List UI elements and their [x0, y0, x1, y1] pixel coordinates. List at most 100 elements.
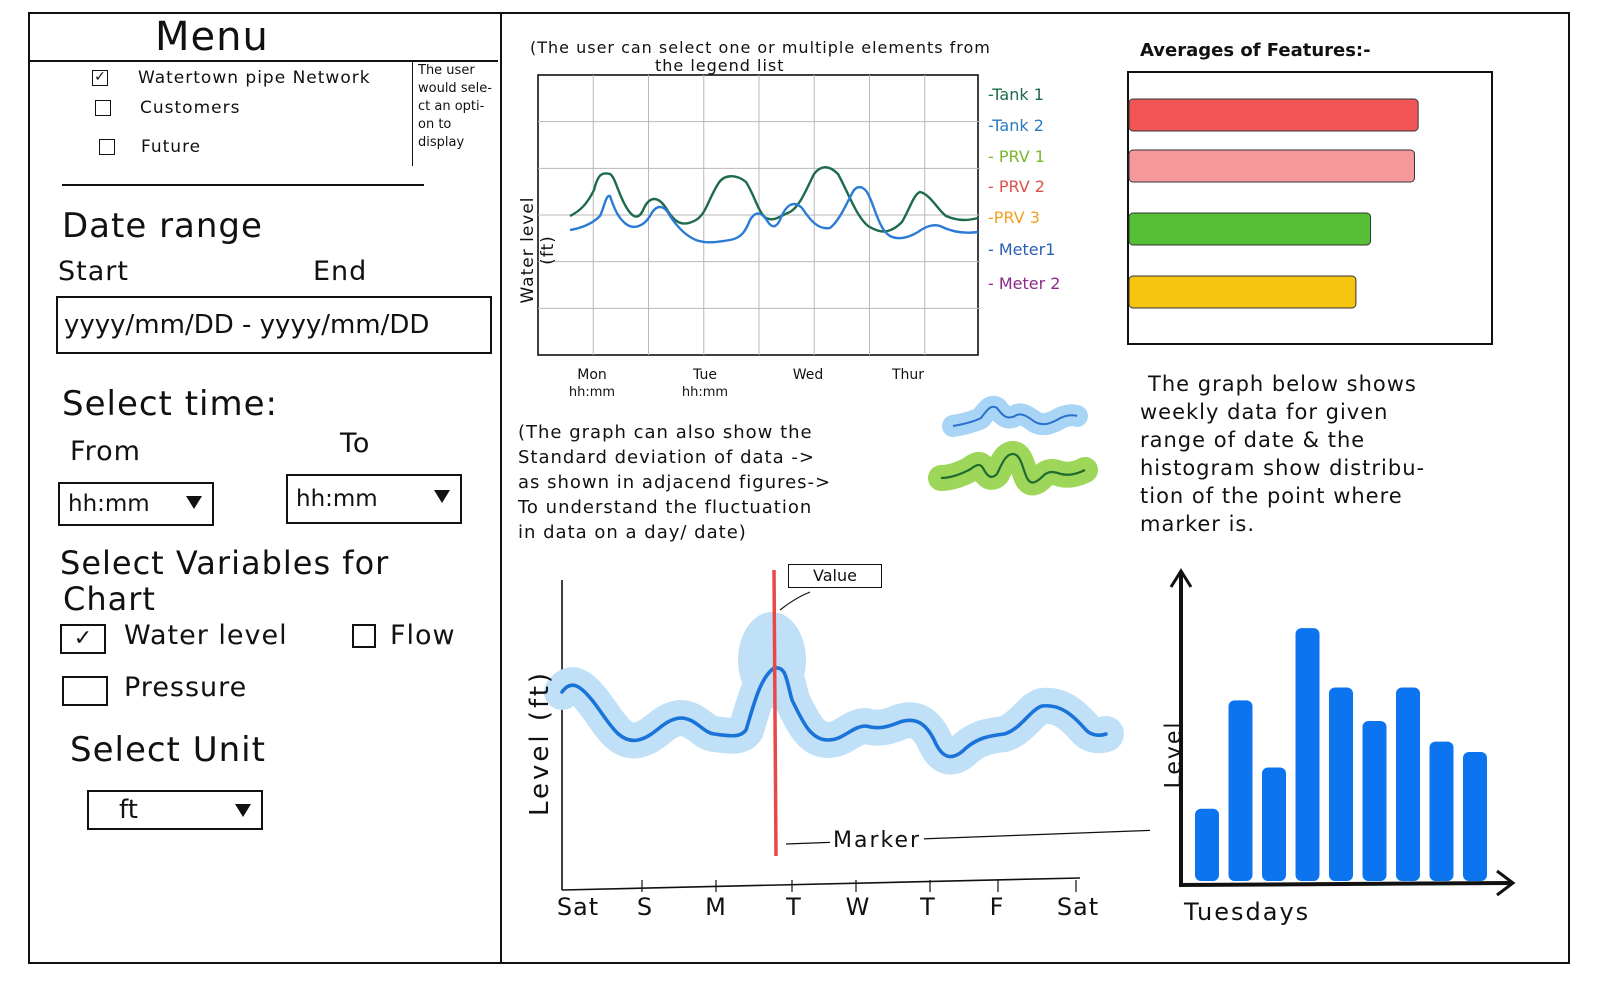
value-pointer: [779, 591, 811, 611]
to-label: To: [340, 428, 371, 459]
legend-item[interactable]: -Tank 1: [988, 85, 1044, 104]
variable-pressure[interactable]: Pressure: [62, 672, 312, 710]
deviation-line: in data on a day/ date): [518, 522, 747, 543]
select-time-heading: Select time:: [62, 384, 278, 424]
time-to-select[interactable]: hh:mm: [286, 474, 462, 524]
legend-item[interactable]: - Meter 2: [988, 274, 1061, 293]
x-tick-label: Tue: [693, 367, 717, 383]
variable-flow[interactable]: Flow: [352, 620, 482, 658]
x-tick-label: T: [786, 893, 802, 921]
desc-line: weekly data for given: [1140, 400, 1389, 424]
menu-option-future[interactable]: Future: [99, 137, 299, 161]
histogram-x-arrowhead: [1496, 869, 1516, 897]
menu-option-customers[interactable]: Customers: [95, 98, 295, 122]
note-line: The user: [418, 63, 475, 78]
deviation-band: [544, 649, 1124, 775]
legend-item[interactable]: - Meter1: [988, 240, 1056, 259]
average-bar-outline: [1128, 98, 1419, 132]
x-tick-label: Thur: [891, 367, 925, 383]
legend-item[interactable]: -Tank 2: [988, 116, 1044, 135]
time-from-select[interactable]: hh:mm: [58, 482, 214, 526]
checkbox-network[interactable]: ✓: [92, 70, 108, 86]
histogram-bar: [1295, 628, 1320, 881]
histogram-bar: [1195, 808, 1219, 881]
x-tick-label: F: [989, 893, 1005, 921]
averages-bar-chart: [1127, 71, 1493, 345]
legend-item[interactable]: - PRV 2: [988, 177, 1045, 196]
variables-heading-2: Chart: [63, 580, 156, 618]
desc-line: range of date & the: [1140, 428, 1366, 452]
histogram-bar: [1228, 700, 1253, 881]
bottom-chart-ylabel: Level (ft): [525, 669, 555, 817]
from-label: From: [70, 436, 141, 467]
average-bar-outline: [1128, 275, 1357, 309]
average-bar: [1129, 213, 1371, 245]
menu-option-label: Customers: [140, 98, 241, 118]
deviation-line: (The graph can also show the: [518, 422, 813, 443]
note-line: would sele-: [418, 81, 492, 96]
legend-item[interactable]: -PRV 3: [988, 208, 1040, 227]
histogram-x-axis: [1178, 881, 1512, 887]
chevron-down-icon: [235, 804, 251, 817]
deviation-note: (The graph can also show the Standard de…: [518, 420, 928, 545]
note-line: display: [418, 135, 465, 150]
end-label: End: [313, 256, 368, 287]
page-frame: [28, 12, 1570, 964]
average-bar: [1129, 276, 1356, 308]
menu-option-label: Future: [141, 137, 202, 157]
menu-divider: [62, 184, 424, 186]
unit-value: ft: [119, 795, 138, 825]
note-line: on to: [418, 117, 452, 132]
histogram-bar: [1429, 741, 1454, 881]
marker-label: Marker: [830, 828, 925, 853]
deviation-line: Standard deviation of data ->: [518, 447, 815, 468]
deviation-line: as shown in adjacend figures->: [518, 472, 832, 493]
desc-line: tion of the point where: [1140, 484, 1403, 508]
tank-1-series-line: [569, 166, 979, 233]
unit-select[interactable]: ft: [87, 790, 263, 830]
variable-label: Flow: [390, 620, 456, 651]
menu-title: Menu: [155, 14, 269, 60]
histogram-bar: [1329, 687, 1353, 881]
desc-line: The graph below shows: [1148, 372, 1417, 396]
checkbox-water-level[interactable]: ✓: [60, 624, 106, 654]
chevron-down-icon: [186, 496, 202, 509]
x-tick-label: Wed: [792, 367, 824, 383]
x-tick-label: T: [920, 893, 936, 921]
desc-line: marker is.: [1140, 512, 1256, 536]
x-tick-label: W: [845, 893, 871, 921]
variable-label: Water level: [124, 620, 288, 651]
weekly-description: The graph below shows weekly data for gi…: [1140, 370, 1540, 538]
select-unit-heading: Select Unit: [70, 730, 266, 770]
top-chart-note: (The user can select one or multiple ele…: [530, 38, 991, 57]
menu-note: The user would sele- ct an opti- on to d…: [412, 62, 500, 166]
histogram-ylabel: Level: [1161, 720, 1187, 789]
top-chart-ylabel: Water level (ft): [518, 196, 558, 304]
green-deviation-band: [928, 441, 1098, 496]
date-range-input[interactable]: yyyy/mm/DD - yyyy/mm/DD: [56, 296, 492, 354]
checkbox-pressure[interactable]: [62, 676, 108, 706]
legend-item[interactable]: - PRV 1: [988, 147, 1045, 166]
time-from-value: hh:mm: [68, 491, 150, 517]
checkbox-customers[interactable]: [95, 100, 111, 116]
checkbox-future[interactable]: [99, 139, 115, 155]
weekly-level-chart: [544, 569, 1150, 892]
start-label: Start: [58, 256, 129, 287]
histogram-bar: [1362, 721, 1387, 881]
menu-panel: [30, 14, 502, 962]
green-sample-line: [940, 452, 1086, 484]
deviation-example-figures: [928, 395, 1098, 496]
value-label: Value: [788, 564, 882, 588]
x-tick-label: Mon: [577, 367, 607, 383]
histogram-chart: [1169, 568, 1516, 897]
variable-water-level[interactable]: ✓ Water level: [60, 620, 330, 658]
time-to-value: hh:mm: [296, 486, 378, 512]
x-tick-sublabel: hh:mm: [681, 385, 729, 400]
checkbox-flow[interactable]: [352, 624, 376, 648]
marker-line: [772, 569, 778, 857]
histogram-xlabel: Tuesdays: [1184, 898, 1311, 926]
averages-title: Averages of Features:-: [1140, 40, 1371, 61]
menu-option-network[interactable]: ✓ Watertown pipe Network: [92, 68, 402, 92]
variable-label: Pressure: [124, 672, 248, 703]
blue-sample-line: [952, 405, 1078, 427]
